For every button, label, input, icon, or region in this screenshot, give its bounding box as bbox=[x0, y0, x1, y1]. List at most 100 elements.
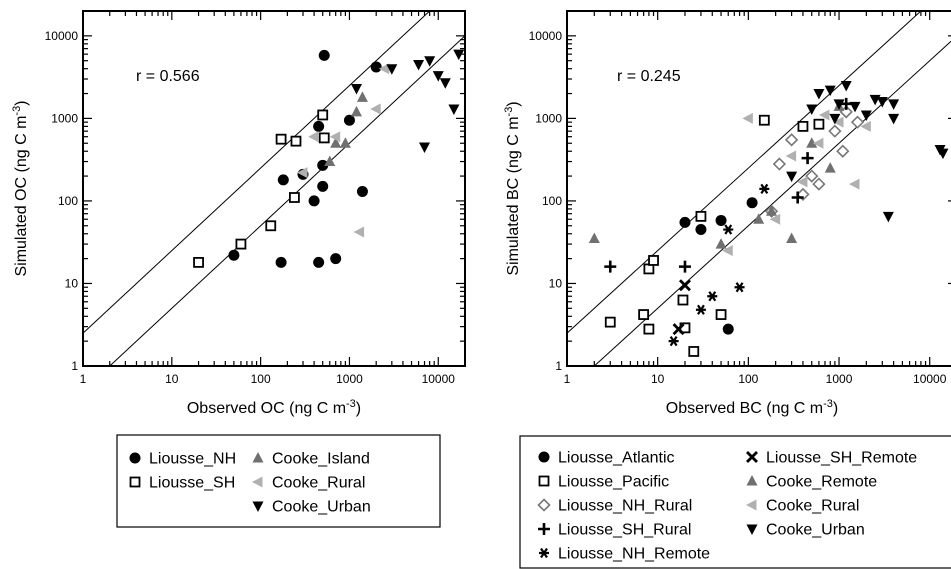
y-tick-label: 10 bbox=[65, 276, 79, 290]
legend-marker-liousse-sh bbox=[129, 476, 141, 488]
x-tick-label: 1000 bbox=[336, 372, 363, 386]
point-liousse-pacific bbox=[648, 255, 659, 266]
point-cooke-remote bbox=[765, 205, 777, 216]
legend-marker-liousse-sh-remote bbox=[746, 451, 758, 463]
point-liousse-nh bbox=[317, 180, 329, 192]
point-cooke-remote bbox=[806, 137, 818, 148]
point-liousse-pacific bbox=[695, 210, 707, 222]
point-cooke-rural bbox=[796, 176, 808, 188]
legend-marker-cooke-remote bbox=[746, 475, 758, 486]
legend-marker-cooke-urban bbox=[746, 524, 758, 535]
point-cooke-urban bbox=[882, 211, 894, 223]
point-cooke-remote bbox=[786, 232, 798, 244]
y-tick-label: 1 bbox=[555, 359, 562, 373]
reference-line bbox=[593, 40, 951, 366]
point-liousse-sh-rural bbox=[840, 97, 853, 110]
plot-frame bbox=[566, 10, 951, 367]
point-cooke-urban bbox=[860, 110, 872, 121]
point-cooke-urban bbox=[937, 148, 949, 160]
point-liousse-nh bbox=[308, 195, 320, 207]
oc-legend: Liousse_NH Liousse_SH Cooke_Island Cooke_Ru… bbox=[116, 434, 441, 528]
legend-marker-liousse-atlantic bbox=[538, 451, 550, 463]
y-tick-label: 10000 bbox=[45, 29, 79, 43]
point-liousse-nh-rural bbox=[772, 157, 787, 171]
legend-box bbox=[116, 434, 441, 528]
point-liousse-sh-remote bbox=[678, 279, 691, 292]
point-cooke-island bbox=[324, 155, 336, 167]
point-cooke-remote bbox=[588, 232, 600, 244]
point-liousse-nh bbox=[330, 253, 342, 265]
point-liousse-sh bbox=[193, 256, 204, 268]
y-tick-label: 100 bbox=[58, 194, 78, 208]
legend-label: Liousse_NH_Rural bbox=[558, 498, 692, 515]
point-cooke-urban bbox=[448, 104, 460, 115]
point-cooke-urban bbox=[419, 142, 431, 154]
legend-label: Liousse_NH_Remote bbox=[558, 546, 710, 563]
correlation-annotation: r = 0.245 bbox=[617, 68, 681, 85]
legend-label: Liousse_Atlantic bbox=[558, 450, 675, 467]
legend-label: Liousse_SH_Rural bbox=[558, 522, 691, 539]
x-axis-label: Observed BC (ng C m-3) bbox=[666, 398, 839, 417]
legend-label: Cooke_Rural bbox=[272, 475, 365, 492]
point-cooke-urban bbox=[432, 71, 444, 82]
point-cooke-rural bbox=[769, 213, 781, 225]
x-tick-label: 100 bbox=[738, 372, 758, 386]
point-liousse-sh bbox=[290, 135, 302, 147]
legend-marker-liousse-nh bbox=[129, 452, 141, 464]
point-liousse-nh-remote bbox=[759, 183, 770, 194]
point-cooke-rural bbox=[308, 131, 319, 143]
bc-scatter-panel: 1 10 100 1000 10000 1 10 100 1000 10000 r = 0.245 O… bbox=[503, 10, 951, 417]
point-liousse-nh-rural bbox=[805, 169, 819, 183]
y-tick-label: 1000 bbox=[535, 111, 562, 125]
point-liousse-pacific bbox=[797, 120, 809, 132]
point-cooke-rural bbox=[860, 120, 871, 132]
point-cooke-urban bbox=[813, 89, 825, 100]
y-tick-label: 10000 bbox=[529, 29, 563, 43]
y-axis-label: Simulated BC (ng C m-3) bbox=[503, 101, 522, 275]
legend-label: Liousse_SH bbox=[149, 475, 235, 492]
point-cooke-urban bbox=[888, 99, 900, 110]
point-cooke-rural bbox=[742, 112, 753, 124]
point-liousse-pacific bbox=[688, 346, 700, 357]
data-points bbox=[193, 49, 465, 268]
point-cooke-urban bbox=[824, 85, 836, 97]
point-liousse-nh bbox=[313, 256, 325, 268]
legend-box bbox=[519, 435, 951, 569]
reference-lines bbox=[567, 11, 951, 366]
point-cooke-rural bbox=[329, 131, 341, 143]
point-liousse-sh bbox=[318, 132, 330, 144]
point-liousse-sh bbox=[317, 109, 329, 121]
correlation-annotation: r = 0.566 bbox=[136, 68, 200, 85]
point-cooke-urban bbox=[888, 113, 900, 125]
point-cooke-urban bbox=[829, 113, 841, 125]
x-axis-label: Observed OC (ng C m-3) bbox=[187, 398, 361, 417]
y-tick-label: 1 bbox=[71, 359, 78, 373]
point-cooke-rural bbox=[353, 226, 365, 238]
legend-label: Cooke_Island bbox=[272, 451, 370, 468]
point-liousse-pacific bbox=[758, 114, 770, 126]
point-liousse-pacific bbox=[638, 309, 650, 320]
point-liousse-nh-remote bbox=[695, 304, 706, 315]
legend-label: Cooke_Remote bbox=[766, 474, 877, 491]
point-liousse-nh-rural bbox=[850, 115, 865, 129]
plot-frame bbox=[82, 10, 466, 367]
point-liousse-sh-rural bbox=[801, 152, 814, 165]
legend-marker-cooke-rural bbox=[746, 499, 757, 511]
point-liousse-atlantic bbox=[722, 323, 734, 335]
legend-marker-cooke-urban bbox=[252, 501, 264, 512]
point-cooke-rural bbox=[833, 116, 844, 128]
point-cooke-remote bbox=[753, 213, 765, 224]
ticks bbox=[566, 10, 951, 367]
legend-label: Cooke_Rural bbox=[766, 498, 859, 515]
legend-label: Cooke_Urban bbox=[272, 499, 371, 516]
point-cooke-urban bbox=[439, 78, 451, 89]
point-liousse-pacific bbox=[715, 309, 727, 320]
point-cooke-rural bbox=[812, 137, 824, 149]
legend-marker-liousse-pacific bbox=[538, 475, 550, 487]
point-cooke-remote bbox=[824, 162, 836, 173]
y-tick-label: 1000 bbox=[51, 111, 78, 125]
point-liousse-sh-rural bbox=[791, 191, 804, 204]
point-liousse-nh bbox=[370, 61, 382, 73]
point-liousse-nh bbox=[277, 174, 289, 186]
point-liousse-nh-remote bbox=[723, 224, 734, 235]
